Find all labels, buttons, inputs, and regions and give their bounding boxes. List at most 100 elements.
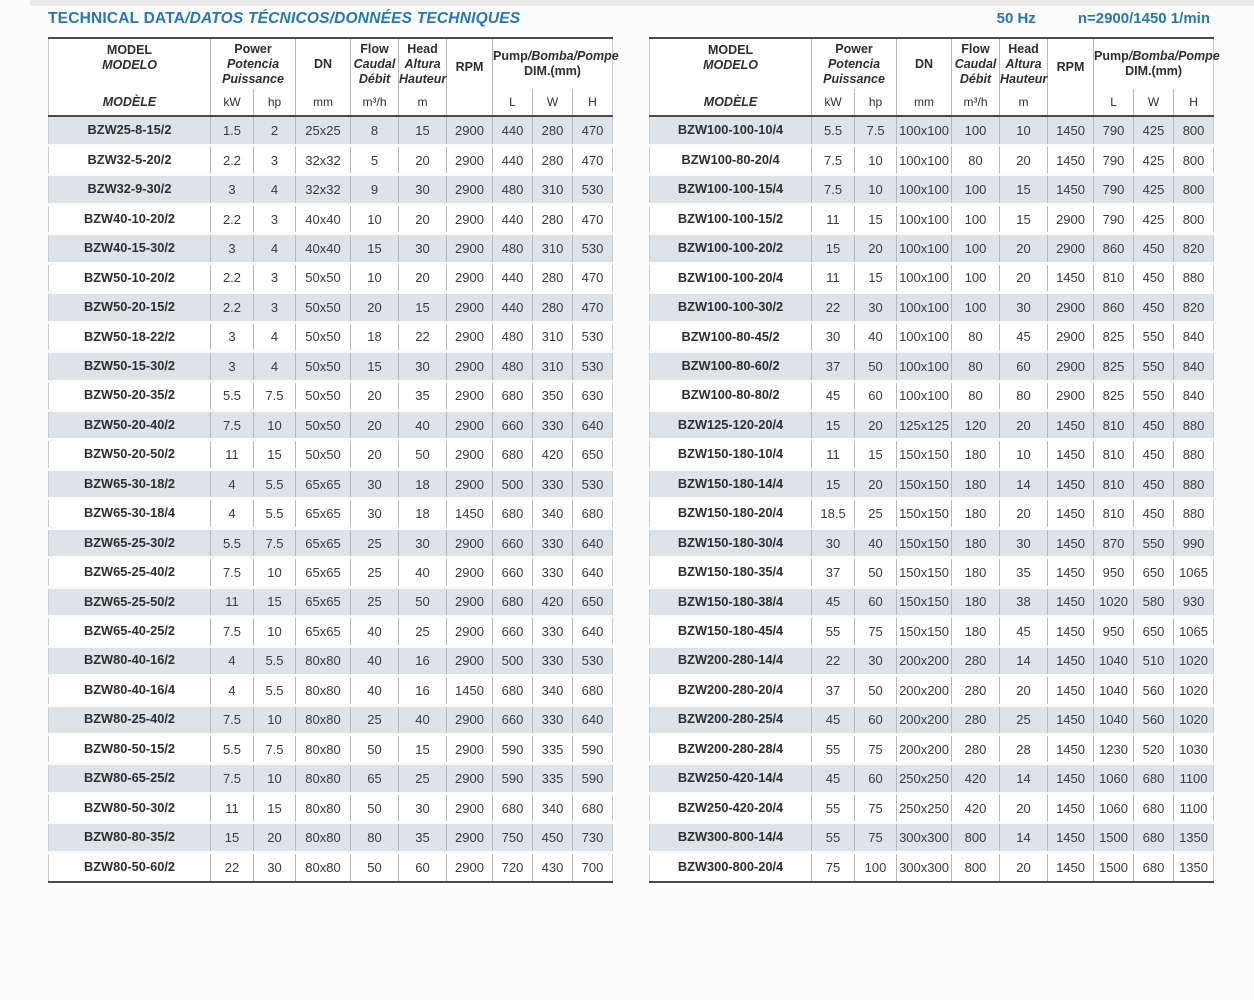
- cell-flow: 180: [951, 616, 1001, 648]
- cell-head: 45: [999, 616, 1049, 648]
- cell-flow: 10: [350, 263, 399, 295]
- cell-dim-w: 310: [532, 351, 573, 383]
- cell-dim-w: 450: [532, 822, 573, 854]
- table-row: BZW200-280-25/4 45 60 200x200 280 25 1450 1040 5…: [649, 705, 1214, 737]
- cell-power-kw: 45: [811, 763, 856, 795]
- cell-power-hp: 40: [854, 322, 898, 354]
- cell-power-hp: 15: [854, 439, 898, 471]
- cell-dn: 100x100: [896, 263, 953, 295]
- cell-model: BZW50-20-15/2: [48, 292, 211, 324]
- cell-model: BZW150-180-10/4: [649, 439, 813, 471]
- cell-rpm: 1450: [1047, 763, 1095, 795]
- model-header-es: MODELO: [102, 57, 157, 72]
- cell-dim-h: 680: [572, 498, 613, 530]
- cell-model: BZW65-30-18/4: [48, 498, 211, 530]
- cell-model: BZW150-180-30/4: [649, 528, 813, 560]
- cell-dn: 300x300: [896, 852, 953, 883]
- cell-dn: 250x250: [896, 793, 953, 825]
- cell-flow: 100: [951, 263, 1001, 295]
- model-header-es: MODELO: [703, 57, 758, 72]
- cell-rpm: 2900: [446, 145, 493, 177]
- cell-power-hp: 3: [253, 204, 296, 236]
- cell-dim-w: 335: [532, 763, 573, 795]
- cell-rpm: 2900: [446, 793, 493, 825]
- cell-dim-w: 330: [532, 557, 573, 589]
- cell-rpm: 2900: [446, 410, 493, 442]
- cell-rpm: 1450: [1047, 705, 1095, 737]
- cell-power-kw: 5.5: [210, 381, 254, 413]
- cell-power-hp: 10: [253, 616, 296, 648]
- cell-rpm: 2900: [1047, 204, 1095, 236]
- cell-power-kw: 3: [210, 174, 254, 206]
- cell-rpm: 2900: [446, 351, 493, 383]
- cell-model: BZW300-800-14/4: [649, 822, 813, 854]
- cell-dim-l: 870: [1093, 528, 1135, 560]
- cell-dim-l: 500: [492, 646, 533, 678]
- cell-power-hp: 5.5: [253, 646, 296, 678]
- cell-model: BZW300-800-20/4: [649, 852, 813, 883]
- cell-rpm: 2900: [1047, 351, 1095, 383]
- unit-kw: kW: [210, 89, 254, 116]
- table-row: BZW65-25-50/2 11 15 65x65 25 50 2900 680 420 650: [48, 587, 613, 619]
- cell-dim-l: 440: [492, 292, 533, 324]
- cell-rpm: 1450: [1047, 616, 1095, 648]
- cell-rpm: 1450: [1047, 498, 1095, 530]
- col-header-power: Power Potencia Puissance: [811, 38, 898, 90]
- cell-dim-w: 335: [532, 734, 573, 766]
- cell-head: 14: [999, 822, 1049, 854]
- table-row: BZW80-80-35/2 15 20 80x80 80 35 2900 750 450 730: [48, 822, 613, 854]
- cell-rpm: 1450: [1047, 116, 1095, 147]
- cell-head: 18: [398, 469, 447, 501]
- cell-dim-l: 1500: [1093, 822, 1135, 854]
- cell-model: BZW150-180-20/4: [649, 498, 813, 530]
- cell-power-hp: 4: [253, 351, 296, 383]
- cell-dim-w: 425: [1133, 116, 1175, 147]
- cell-dim-h: 530: [572, 233, 613, 265]
- cell-model: BZW200-280-28/4: [649, 734, 813, 766]
- table-row: BZW40-15-30/2 3 4 40x40 15 30 2900 480 310 530: [48, 233, 613, 265]
- cell-head: 22: [398, 322, 447, 354]
- cell-model: BZW250-420-14/4: [649, 763, 813, 795]
- cell-dim-h: 800: [1173, 116, 1214, 147]
- cell-dim-w: 330: [532, 410, 573, 442]
- table-row: BZW50-20-50/2 11 15 50x50 20 50 2900 680 420 650: [48, 439, 613, 471]
- cell-dim-h: 630: [572, 381, 613, 413]
- cell-power-kw: 2.2: [210, 292, 254, 324]
- cell-rpm: 2900: [446, 616, 493, 648]
- cell-head: 30: [398, 528, 447, 560]
- cell-rpm: 1450: [1047, 528, 1095, 560]
- cell-flow: 80: [951, 145, 1001, 177]
- col-header-model: MODEL MODELO MODÈLE: [48, 38, 211, 116]
- catalog-page: TECHNICAL DATA/DATOS TÉCNICOS/DONNÉES TE…: [48, 10, 1220, 884]
- cell-dim-h: 880: [1173, 469, 1214, 501]
- cell-rpm: 2900: [446, 587, 493, 619]
- table-row: BZW100-100-15/2 11 15 100x100 100 15 2900 790 42…: [649, 204, 1214, 236]
- cell-dim-w: 650: [1133, 557, 1175, 589]
- cell-power-hp: 3: [253, 145, 296, 177]
- cell-dim-h: 590: [572, 763, 613, 795]
- title-bar: TECHNICAL DATA/DATOS TÉCNICOS/DONNÉES TE…: [48, 10, 1212, 28]
- cell-head: 20: [999, 675, 1049, 707]
- cell-dn: 150x150: [896, 439, 953, 471]
- table-row: BZW150-180-35/4 37 50 150x150 180 35 1450 950 65…: [649, 557, 1214, 589]
- cell-power-kw: 45: [811, 381, 856, 413]
- table-row: BZW100-100-30/2 22 30 100x100 100 30 2900 860 45…: [649, 292, 1214, 324]
- cell-dim-l: 480: [492, 351, 533, 383]
- cell-power-kw: 37: [811, 351, 856, 383]
- cell-model: BZW50-10-20/2: [48, 263, 211, 295]
- cell-dim-l: 680: [492, 439, 533, 471]
- cell-rpm: 1450: [446, 675, 493, 707]
- cell-rpm: 1450: [1047, 174, 1095, 206]
- cell-rpm: 2900: [446, 646, 493, 678]
- cell-dim-l: 810: [1093, 410, 1135, 442]
- cell-flow: 80: [951, 351, 1001, 383]
- cell-head: 40: [398, 557, 447, 589]
- cell-model: BZW100-100-10/4: [649, 116, 813, 147]
- cell-head: 30: [398, 793, 447, 825]
- cell-flow: 80: [951, 322, 1001, 354]
- cell-dn: 65x65: [295, 557, 351, 589]
- cell-dim-w: 550: [1133, 528, 1175, 560]
- cell-dim-l: 1020: [1093, 587, 1135, 619]
- cell-dim-w: 450: [1133, 263, 1175, 295]
- cell-model: BZW40-10-20/2: [48, 204, 211, 236]
